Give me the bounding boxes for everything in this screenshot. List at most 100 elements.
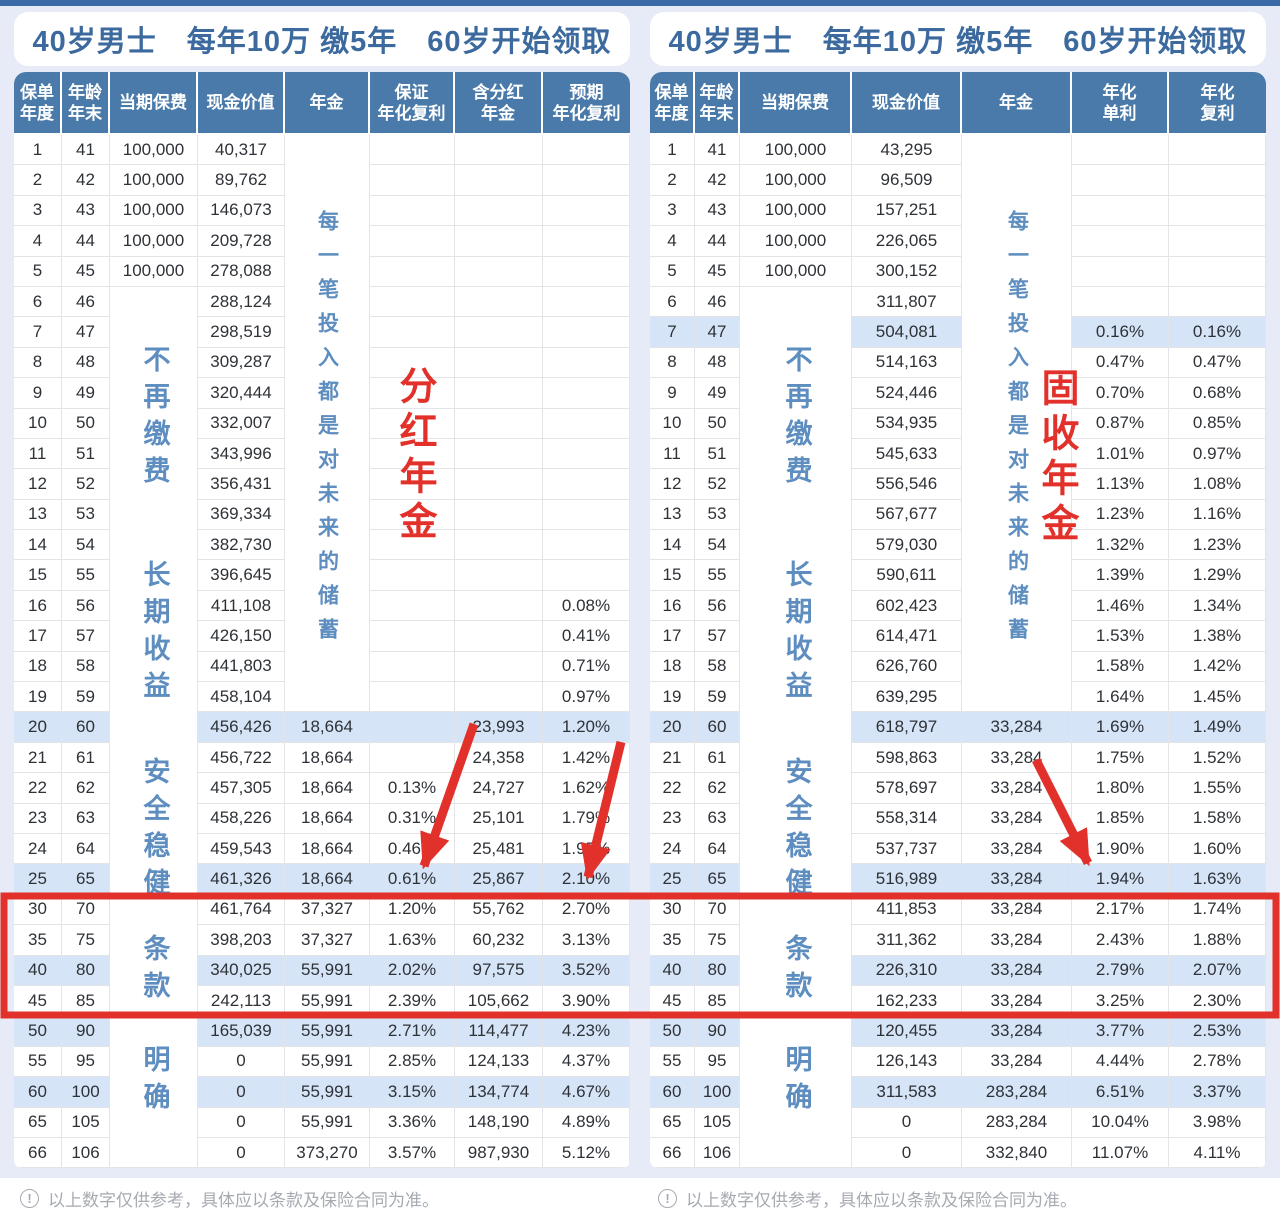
table-cell: 545,633 xyxy=(852,438,962,470)
table-cell: 1.85% xyxy=(1072,803,1169,834)
table-cell: 456,722 xyxy=(198,742,285,774)
table-cell: 10.04% xyxy=(1072,1107,1169,1138)
table-cell: 1 xyxy=(650,135,695,166)
table-cell: 1.08% xyxy=(1169,469,1266,500)
table-cell xyxy=(455,499,543,531)
table-cell xyxy=(370,469,455,500)
table-cell: 18,664 xyxy=(285,864,370,895)
table-cell: 54 xyxy=(62,530,110,561)
table-cell: 332,840 xyxy=(962,1137,1072,1169)
table-cell: 40,317 xyxy=(198,135,285,166)
table-cell: 8 xyxy=(14,347,62,379)
table-cell: 100,000 xyxy=(740,165,852,196)
table-cell: 55 xyxy=(14,1046,62,1078)
table-cell: 10 xyxy=(14,408,62,439)
header-cell-line: 预期 xyxy=(569,82,604,102)
header-cell-line: 单利 xyxy=(1102,103,1137,123)
table-cell: 49 xyxy=(62,378,110,409)
table-cell: 0 xyxy=(198,1077,285,1108)
table-cell xyxy=(370,499,455,531)
table-cell: 55 xyxy=(62,560,110,591)
table-cell: 24 xyxy=(650,833,695,865)
table-cell xyxy=(455,226,543,257)
table-cell: 33,284 xyxy=(962,833,1072,865)
table-cell: 0.31% xyxy=(370,803,455,834)
header-cell: 年金 xyxy=(962,72,1072,133)
table-cell: 55,991 xyxy=(285,1107,370,1138)
table-cell: 18,664 xyxy=(285,833,370,865)
table-cell: 62 xyxy=(695,773,740,804)
table-cell: 1.23% xyxy=(1169,530,1266,561)
table-cell: 311,362 xyxy=(852,925,962,956)
table-cell: 0.41% xyxy=(543,621,630,652)
table-cell xyxy=(1169,195,1266,227)
table-cell: 0 xyxy=(852,1137,962,1169)
table-cell: 3.52% xyxy=(543,955,630,986)
table-cell xyxy=(1169,286,1266,318)
merged-cell xyxy=(110,286,198,1169)
table-cell: 100,000 xyxy=(740,135,852,166)
vertical-label-blue: 明确 xyxy=(139,1045,170,1119)
table-cell: 1.38% xyxy=(1169,621,1266,652)
merged-cell xyxy=(285,135,370,713)
table-cell: 590,611 xyxy=(852,560,962,591)
table-cell: 42 xyxy=(62,165,110,196)
table-cell: 15 xyxy=(14,560,62,591)
table-cell: 40 xyxy=(650,955,695,986)
table-cell: 3 xyxy=(650,195,695,227)
table-cell: 19 xyxy=(14,682,62,713)
table-cell: 11 xyxy=(14,438,62,470)
table-cell: 639,295 xyxy=(852,682,962,713)
table-cell: 283,284 xyxy=(962,1107,1072,1138)
table-cell: 57 xyxy=(695,621,740,652)
table-cell: 51 xyxy=(62,438,110,470)
table-cell xyxy=(543,499,630,531)
table-cell: 2.02% xyxy=(370,955,455,986)
table-cell xyxy=(370,560,455,591)
table-cell: 1.20% xyxy=(543,712,630,743)
table-cell: 278,088 xyxy=(198,256,285,287)
table-cell: 13 xyxy=(14,499,62,531)
table-cell: 17 xyxy=(14,621,62,652)
table-cell: 61 xyxy=(695,742,740,774)
table-cell: 55,762 xyxy=(455,894,543,926)
table-cell xyxy=(455,682,543,713)
table-cell: 59 xyxy=(62,682,110,713)
vertical-label-blue: 条款 xyxy=(781,934,812,1008)
table-cell: 3.13% xyxy=(543,925,630,956)
header-cell-line: 年金 xyxy=(999,93,1033,112)
table-cell: 2.71% xyxy=(370,1016,455,1047)
table-cell: 45 xyxy=(650,985,695,1017)
table-cell xyxy=(1169,256,1266,287)
table-cell: 2.78% xyxy=(1169,1046,1266,1078)
header-cell-line: 年度 xyxy=(654,103,689,123)
table-cell xyxy=(1072,226,1169,257)
table-cell xyxy=(370,165,455,196)
header-cell: 现金价值 xyxy=(852,72,962,133)
table-cell: 46 xyxy=(62,286,110,318)
table-cell xyxy=(370,590,455,622)
table-cell: 8 xyxy=(650,347,695,379)
table-cell: 24,727 xyxy=(455,773,543,804)
table-cell xyxy=(370,347,455,379)
table-cell: 55,991 xyxy=(285,955,370,986)
table-cell: 25,481 xyxy=(455,833,543,865)
table-cell: 19 xyxy=(650,682,695,713)
table-cell xyxy=(370,256,455,287)
vertical-label-blue: 长期收益 xyxy=(139,560,170,708)
table-cell xyxy=(1072,165,1169,196)
table-cell: 598,863 xyxy=(852,742,962,774)
table-cell: 300,152 xyxy=(852,256,962,287)
table-cell: 1 xyxy=(14,135,62,166)
table-cell: 24 xyxy=(14,833,62,865)
table-cell: 2.85% xyxy=(370,1046,455,1078)
table-cell xyxy=(543,560,630,591)
table-cell: 558,314 xyxy=(852,803,962,834)
table-cell: 45 xyxy=(695,256,740,287)
table-cell: 114,477 xyxy=(455,1016,543,1047)
table-cell: 63 xyxy=(62,803,110,834)
table-cell: 43 xyxy=(695,195,740,227)
table-cell: 209,728 xyxy=(198,226,285,257)
table-cell: 18,664 xyxy=(285,742,370,774)
table-cell xyxy=(370,651,455,683)
